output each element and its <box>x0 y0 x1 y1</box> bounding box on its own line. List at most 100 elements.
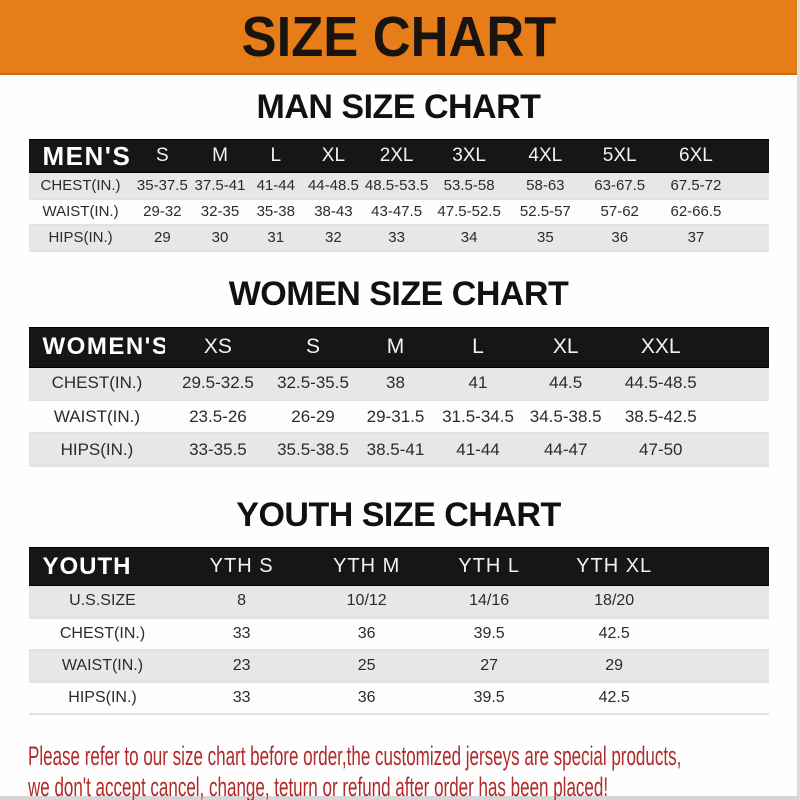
table-cell: 32.5-35.5 <box>270 367 356 401</box>
table-cell: 39.5 <box>426 617 552 651</box>
table-cell: 43-47.5 <box>363 198 431 226</box>
table-cell: 41 <box>435 367 521 401</box>
table-cell: 29 <box>551 649 677 683</box>
table-row: CHEST(IN.) 33 36 39.5 42.5 <box>28 617 769 651</box>
spacer-cell <box>734 224 769 252</box>
table-cell: 31 <box>247 224 304 252</box>
table-cell: 34 <box>430 224 509 252</box>
column-header: S <box>270 326 356 368</box>
table-cell: 42.5 <box>551 617 677 651</box>
table-row: HIPS(IN.) 29 30 31 32 33 34 35 36 37 <box>28 224 769 252</box>
disclaimer-text: Please refer to our size chart before or… <box>28 741 797 800</box>
page-title: SIZE CHART <box>241 4 556 69</box>
table-cell: 57-62 <box>582 198 657 226</box>
table-header-label: YOUTH <box>28 547 177 586</box>
table-cell: 29 <box>132 224 193 252</box>
table-header-row: WOMEN'S XS S M L XL XXL <box>28 326 769 368</box>
column-header: 5XL <box>582 139 657 173</box>
row-label: CHEST(IN.) <box>28 617 177 651</box>
table-row: WAIST(IN.) 29-32 32-35 35-38 38-43 43-47.5 47.… <box>28 198 769 226</box>
spacer-cell <box>734 172 769 200</box>
spacer-cell <box>710 326 769 368</box>
column-header: L <box>435 326 521 368</box>
table-cell: 18/20 <box>551 585 677 619</box>
table-header-row: MEN'S S M L XL 2XL 3XL 4XL 5XL 6XL <box>28 139 769 173</box>
table-cell: 29-31.5 <box>355 400 436 434</box>
table-cell: 25 <box>306 649 427 683</box>
table-cell: 33 <box>176 617 307 651</box>
table-cell: 36 <box>306 617 427 651</box>
table-cell: 31.5-34.5 <box>435 400 521 434</box>
table-cell: 58-63 <box>508 172 583 200</box>
disclaimer-line-1: Please refer to our size chart before or… <box>28 740 682 771</box>
table-cell: 63-67.5 <box>582 172 657 200</box>
table-cell: 36 <box>306 681 427 715</box>
column-header: YTH M <box>306 547 427 586</box>
table-cell: 33 <box>363 224 431 252</box>
table-cell: 35 <box>508 224 583 252</box>
table-cell: 34.5-38.5 <box>520 400 611 434</box>
row-label: WAIST(IN.) <box>28 198 133 226</box>
row-label: U.S.SIZE <box>28 585 177 619</box>
spacer-cell <box>676 617 769 651</box>
column-header: YTH S <box>176 547 307 586</box>
table-header-label: MEN'S <box>28 139 133 173</box>
column-header: YTH XL <box>551 547 677 586</box>
title-banner: SIZE CHART <box>0 0 797 75</box>
table-cell: 33 <box>176 681 307 715</box>
table-cell: 41-44 <box>435 433 521 467</box>
disclaimer-line-2: we don't accept cancel, change, teturn o… <box>28 771 609 800</box>
column-header: 3XL <box>430 139 509 173</box>
column-header: L <box>247 139 304 173</box>
table-cell: 38 <box>355 367 436 401</box>
table-cell: 26-29 <box>270 400 356 434</box>
table-cell: 39.5 <box>426 681 552 715</box>
table-row: HIPS(IN.) 33 36 39.5 42.5 <box>28 681 769 715</box>
table-cell: 35.5-38.5 <box>270 433 356 467</box>
table-cell: 37 <box>656 224 735 252</box>
table-cell: 44-48.5 <box>303 172 364 200</box>
column-header: 2XL <box>363 139 431 173</box>
spacer-cell <box>710 400 769 434</box>
table-cell: 47.5-52.5 <box>430 198 509 226</box>
row-label: WAIST(IN.) <box>28 400 166 434</box>
table-header-row: YOUTH YTH S YTH M YTH L YTH XL <box>28 547 769 586</box>
column-header: XXL <box>610 326 711 368</box>
column-header: S <box>132 139 193 173</box>
table-cell: 41-44 <box>247 172 304 200</box>
women-size-table: WOMEN'S XS S M L XL XXL CHEST(IN.) 29.5-32.5 32.5… <box>28 326 769 467</box>
spacer-cell <box>676 585 769 619</box>
table-cell: 35-38 <box>247 198 304 226</box>
table-cell: 35-37.5 <box>132 172 193 200</box>
column-header: M <box>355 326 436 368</box>
column-header: XL <box>520 326 611 368</box>
spacer-cell <box>710 433 769 467</box>
table-cell: 23.5-26 <box>165 400 271 434</box>
table-cell: 32-35 <box>192 198 248 226</box>
row-label: HIPS(IN.) <box>28 433 166 467</box>
spacer-cell <box>676 547 769 586</box>
table-row: HIPS(IN.) 33-35.5 35.5-38.5 38.5-41 41-44 44-… <box>28 433 769 467</box>
column-header: 4XL <box>508 139 583 173</box>
row-label: CHEST(IN.) <box>28 172 133 200</box>
spacer-cell <box>676 649 769 683</box>
table-cell: 44.5 <box>520 367 611 401</box>
table-cell: 47-50 <box>610 433 711 467</box>
table-row: CHEST(IN.) 35-37.5 37.5-41 41-44 44-48.5 48.5… <box>28 172 769 200</box>
table-row: U.S.SIZE 8 10/12 14/16 18/20 <box>28 585 769 619</box>
column-header: M <box>192 139 248 173</box>
table-cell: 27 <box>426 649 552 683</box>
table-cell: 37.5-41 <box>192 172 248 200</box>
table-cell: 38.5-42.5 <box>610 400 711 434</box>
table-cell: 32 <box>303 224 364 252</box>
table-cell: 23 <box>176 649 307 683</box>
table-cell: 62-66.5 <box>656 198 735 226</box>
column-header: 6XL <box>656 139 735 173</box>
table-cell: 67.5-72 <box>656 172 735 200</box>
column-header: XL <box>303 139 364 173</box>
row-label: HIPS(IN.) <box>28 224 133 252</box>
table-cell: 14/16 <box>426 585 552 619</box>
table-cell: 53.5-58 <box>430 172 509 200</box>
column-header: YTH L <box>426 547 552 586</box>
